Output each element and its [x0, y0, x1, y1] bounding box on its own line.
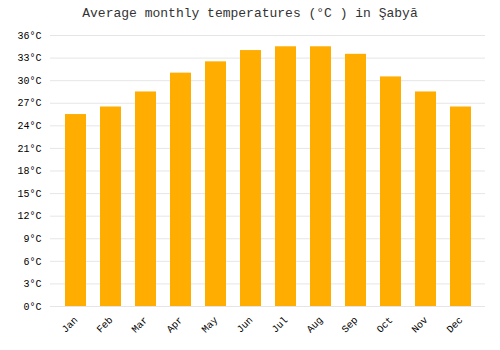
svg-text:27°C: 27°C: [17, 98, 41, 109]
svg-text:12°C: 12°C: [17, 211, 41, 222]
svg-text:Jun: Jun: [235, 315, 256, 336]
svg-text:36°C: 36°C: [17, 31, 41, 42]
svg-text:6°C: 6°C: [23, 257, 41, 268]
svg-text:21°C: 21°C: [17, 144, 41, 155]
svg-text:Aug: Aug: [305, 315, 326, 336]
svg-text:30°C: 30°C: [17, 76, 41, 87]
svg-text:Feb: Feb: [95, 315, 116, 336]
svg-text:33°C: 33°C: [17, 53, 41, 64]
svg-text:Dec: Dec: [445, 315, 466, 336]
svg-text:Sep: Sep: [340, 315, 361, 336]
svg-text:15°C: 15°C: [17, 189, 41, 200]
svg-text:Nov: Nov: [410, 315, 431, 336]
svg-text:Oct: Oct: [375, 315, 396, 336]
svg-text:9°C: 9°C: [23, 234, 41, 245]
svg-text:3°C: 3°C: [23, 279, 41, 290]
svg-text:Apr: Apr: [165, 315, 186, 336]
svg-text:0°C: 0°C: [23, 302, 41, 313]
html-text:Average monthly temperatures (: Average monthly temperatures (°C ) in Şa…: [82, 6, 418, 21]
svg-text:18°C: 18°C: [17, 166, 41, 177]
svg-text:May: May: [200, 315, 221, 336]
svg-text:Mar: Mar: [130, 315, 151, 336]
svg-text:Jul: Jul: [270, 315, 291, 336]
svg-text:Jan: Jan: [60, 315, 81, 336]
svg-text:24°C: 24°C: [17, 121, 41, 132]
